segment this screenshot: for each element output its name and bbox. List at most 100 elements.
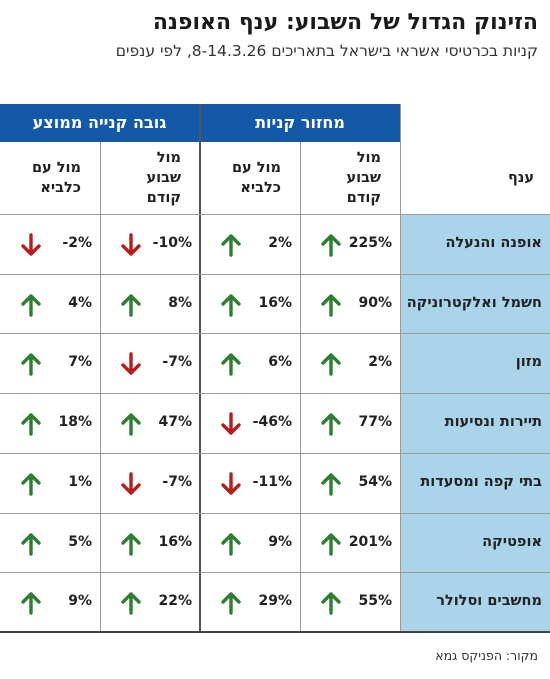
- arrow-up-icon: [321, 234, 341, 257]
- cell-volume-prev-week: 55%: [300, 572, 400, 632]
- arrow-up-icon: [221, 532, 241, 556]
- cell-avg-prev-week: -10%: [100, 214, 200, 274]
- cell-value: 4%: [68, 294, 92, 311]
- table-row: אופנה והנעלה 225% 2% -10% -2%: [0, 214, 550, 274]
- cell-avg-prev-week: 47%: [100, 393, 200, 453]
- table-row: תיירות ונסיעות 77% -46% 47% 18%: [0, 393, 550, 453]
- arrow-up-icon: [121, 293, 141, 317]
- group-header-purchase-volume: מחזור קניות: [200, 104, 400, 142]
- row-divider: [0, 333, 550, 335]
- cell-avg-prev-week: 8%: [100, 274, 200, 334]
- arrow-up-icon: [21, 353, 41, 377]
- cell-value: 2%: [268, 235, 292, 251]
- chart-title: הזינוק הגדול של השבוע: ענף האופנה: [152, 10, 538, 35]
- cell-volume-vs-kalavi: 2%: [200, 214, 300, 274]
- cell-avg-vs-kalavi: 9%: [0, 572, 100, 632]
- arrow-up-icon: [21, 592, 41, 615]
- arrow-down-icon: [121, 233, 141, 256]
- arrow-up-icon: [21, 293, 41, 317]
- table-row: מחשבים וסלולר 55% 29% 22% 9%: [0, 572, 550, 632]
- cell-volume-prev-week: 90%: [300, 274, 400, 334]
- row-category-label: אופנה והנעלה: [445, 235, 542, 251]
- cell-value: 55%: [358, 593, 392, 610]
- cell-value: -2%: [62, 235, 92, 251]
- cell-volume-vs-kalavi: 9%: [200, 513, 300, 573]
- group-header-average-purchase: גובה קנייה ממוצע: [0, 104, 199, 142]
- cell-value: 225%: [348, 235, 392, 251]
- arrow-up-icon: [21, 413, 41, 436]
- cell-avg-vs-kalavi: 18%: [0, 393, 100, 453]
- cell-value: 7%: [68, 354, 92, 371]
- arrow-up-icon: [321, 413, 341, 436]
- cell-volume-vs-kalavi: -46%: [200, 393, 300, 453]
- row-category-label: בתי קפה ומסעדות: [420, 473, 542, 490]
- cell-volume-prev-week: 77%: [300, 393, 400, 453]
- arrow-down-icon: [21, 233, 41, 256]
- table-row: אופטיקה 201% 9% 16% 5%: [0, 513, 550, 573]
- arrow-up-icon: [321, 592, 341, 615]
- column-header-volume-prev-week: מול שבוע קודם: [346, 150, 381, 206]
- cell-value: -7%: [162, 473, 192, 490]
- arrow-up-icon: [121, 592, 141, 615]
- row-divider: [0, 273, 550, 275]
- arrow-up-icon: [21, 532, 41, 556]
- arrow-up-icon: [321, 353, 341, 377]
- arrow-up-icon: [221, 293, 241, 317]
- cell-volume-vs-kalavi: 29%: [200, 572, 300, 632]
- cell-value: 54%: [358, 473, 392, 490]
- category-header: ענף: [507, 170, 534, 186]
- cell-value: 9%: [268, 533, 292, 550]
- cell-avg-vs-kalavi: 7%: [0, 333, 100, 393]
- cell-value: 90%: [358, 294, 392, 311]
- arrow-down-icon: [221, 472, 241, 495]
- cell-value: -46%: [252, 414, 292, 431]
- arrow-up-icon: [121, 532, 141, 556]
- arrow-up-icon: [21, 473, 41, 496]
- cell-value: 29%: [258, 593, 292, 610]
- cell-volume-vs-kalavi: -11%: [200, 453, 300, 513]
- cell-avg-vs-kalavi: 4%: [0, 274, 100, 334]
- arrow-down-icon: [121, 472, 141, 495]
- cell-volume-prev-week: 2%: [300, 333, 400, 393]
- cell-volume-vs-kalavi: 6%: [200, 333, 300, 393]
- cell-avg-vs-kalavi: 1%: [0, 453, 100, 513]
- arrow-up-icon: [221, 353, 241, 377]
- row-category-label: חשמל ואלקטרוניקה: [406, 294, 542, 311]
- cell-value: 16%: [158, 533, 192, 550]
- column-divider: [300, 142, 301, 632]
- cell-value: -11%: [252, 473, 292, 490]
- column-divider: [100, 142, 101, 632]
- column-header-volume-vs-kalavi: מול עם כלביא: [231, 160, 281, 196]
- column-divider: [400, 104, 401, 632]
- cell-value: 18%: [58, 414, 92, 431]
- row-divider: [0, 512, 550, 514]
- table-row: חשמל ואלקטרוניקה 90% 16% 8% 4%: [0, 274, 550, 334]
- arrow-up-icon: [321, 293, 341, 317]
- cell-avg-prev-week: 22%: [100, 572, 200, 632]
- category-column-bg: [400, 214, 550, 632]
- row-divider: [0, 452, 550, 454]
- cell-avg-vs-kalavi: -2%: [0, 214, 100, 274]
- table-row: בתי קפה ומסעדות 54% -11% -7% 1%: [0, 453, 550, 513]
- cell-value: 5%: [68, 533, 92, 550]
- row-divider: [0, 214, 550, 215]
- cell-avg-prev-week: -7%: [100, 333, 200, 393]
- group-divider: [199, 104, 201, 632]
- cell-avg-vs-kalavi: 5%: [0, 513, 100, 573]
- cell-value: 8%: [168, 294, 192, 311]
- table-row: מזון 2% 6% -7% 7%: [0, 333, 550, 393]
- cell-value: -10%: [152, 235, 192, 251]
- row-divider: [0, 572, 550, 574]
- table-bottom-rule: [0, 631, 550, 633]
- cell-value: 22%: [158, 593, 192, 610]
- cell-value: 16%: [258, 294, 292, 311]
- cell-volume-prev-week: 54%: [300, 453, 400, 513]
- row-category-label: מזון: [515, 354, 542, 371]
- arrow-up-icon: [121, 413, 141, 436]
- cell-value: 1%: [68, 473, 92, 490]
- row-category-label: תיירות ונסיעות: [444, 414, 542, 431]
- column-header-avg-vs-kalavi: מול עם כלביא: [31, 160, 81, 196]
- arrow-up-icon: [321, 473, 341, 496]
- cell-avg-prev-week: 16%: [100, 513, 200, 573]
- data-table: מחזור קניות גובה קנייה ממוצע ענף מול שבו…: [0, 104, 550, 632]
